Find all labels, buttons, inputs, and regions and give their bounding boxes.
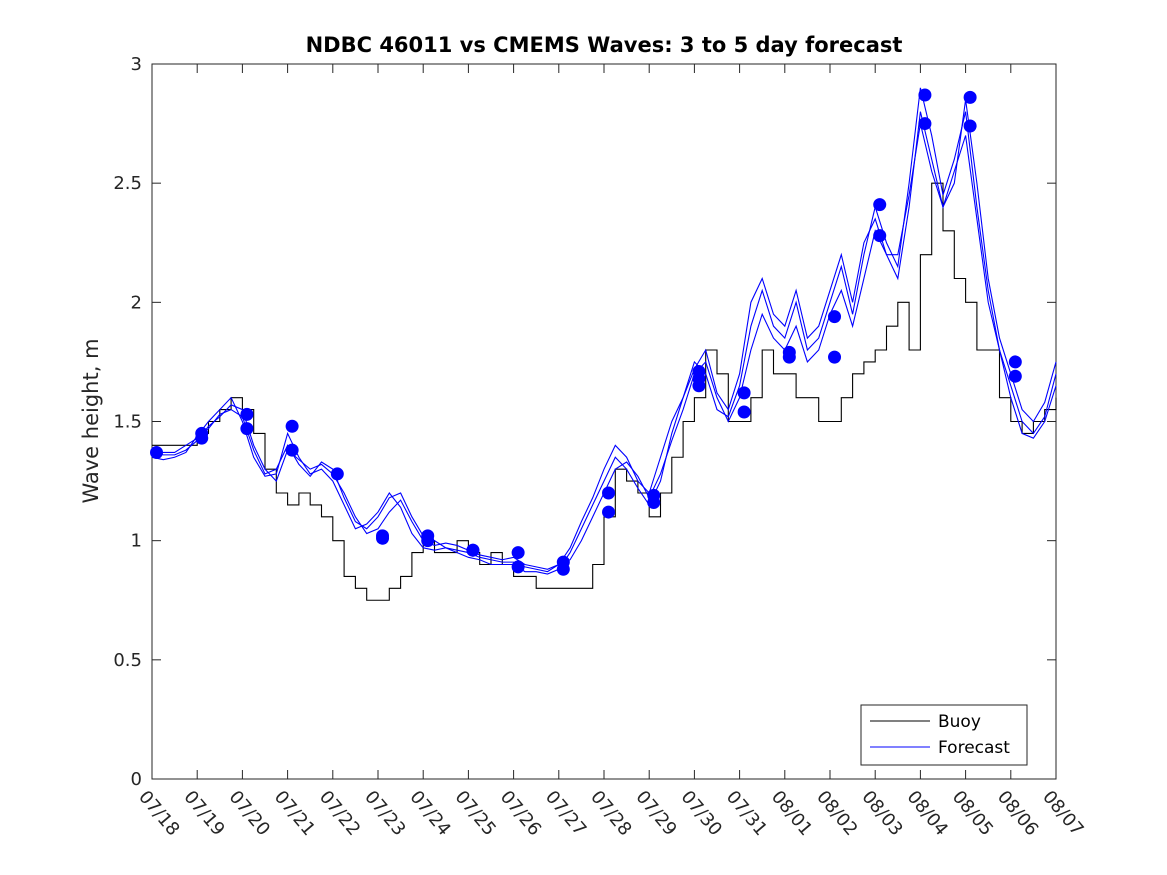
forecast-marker <box>511 560 525 574</box>
y-tick-label: 1 <box>131 531 142 552</box>
y-tick-label: 3 <box>131 54 142 75</box>
forecast-marker <box>647 496 661 510</box>
forecast-marker <box>737 405 751 419</box>
y-tick-label: 0 <box>131 769 142 790</box>
y-tick-label: 2.5 <box>113 173 142 194</box>
chart-title: NDBC 46011 vs CMEMS Waves: 3 to 5 day fo… <box>306 33 903 57</box>
forecast-series-line <box>151 87 1057 575</box>
forecast-marker <box>692 379 706 393</box>
forecast-marker <box>421 534 435 548</box>
forecast-marker <box>963 119 977 133</box>
forecast-marker <box>285 443 299 457</box>
forecast-marker <box>240 407 254 421</box>
buoy-series-line <box>152 182 1057 601</box>
y-tick-label: 0.5 <box>113 650 142 671</box>
forecast-marker <box>828 310 842 324</box>
forecast-marker <box>1008 369 1022 383</box>
forecast-marker <box>963 90 977 104</box>
forecast-marker <box>918 88 932 102</box>
y-axis-label: Wave height, m <box>79 338 103 503</box>
forecast-marker <box>240 422 254 436</box>
forecast-marker <box>466 543 480 557</box>
forecast-marker <box>873 229 887 243</box>
forecast-marker <box>918 117 932 131</box>
forecast-marker <box>556 562 570 576</box>
legend: Buoy Forecast <box>860 704 1028 766</box>
legend-box <box>860 704 1028 766</box>
y-tick-label: 1.5 <box>113 412 142 433</box>
forecast-marker <box>150 445 164 459</box>
forecast-marker <box>330 467 344 481</box>
forecast-marker <box>376 531 390 545</box>
forecast-marker <box>737 386 751 400</box>
forecast-marker <box>873 198 887 212</box>
forecast-marker <box>602 505 616 519</box>
forecast-marker <box>1008 355 1022 369</box>
forecast-marker <box>195 431 209 445</box>
y-tick-label: 2 <box>131 292 142 313</box>
legend-buoy-label: Buoy <box>938 712 981 732</box>
legend-forecast-label: Forecast <box>938 738 1010 758</box>
forecast-series-line <box>151 123 1057 573</box>
forecast-marker <box>511 546 525 560</box>
forecast-marker <box>782 350 796 364</box>
forecast-marker <box>602 486 616 500</box>
forecast-marker <box>828 350 842 364</box>
forecast-marker <box>285 419 299 433</box>
